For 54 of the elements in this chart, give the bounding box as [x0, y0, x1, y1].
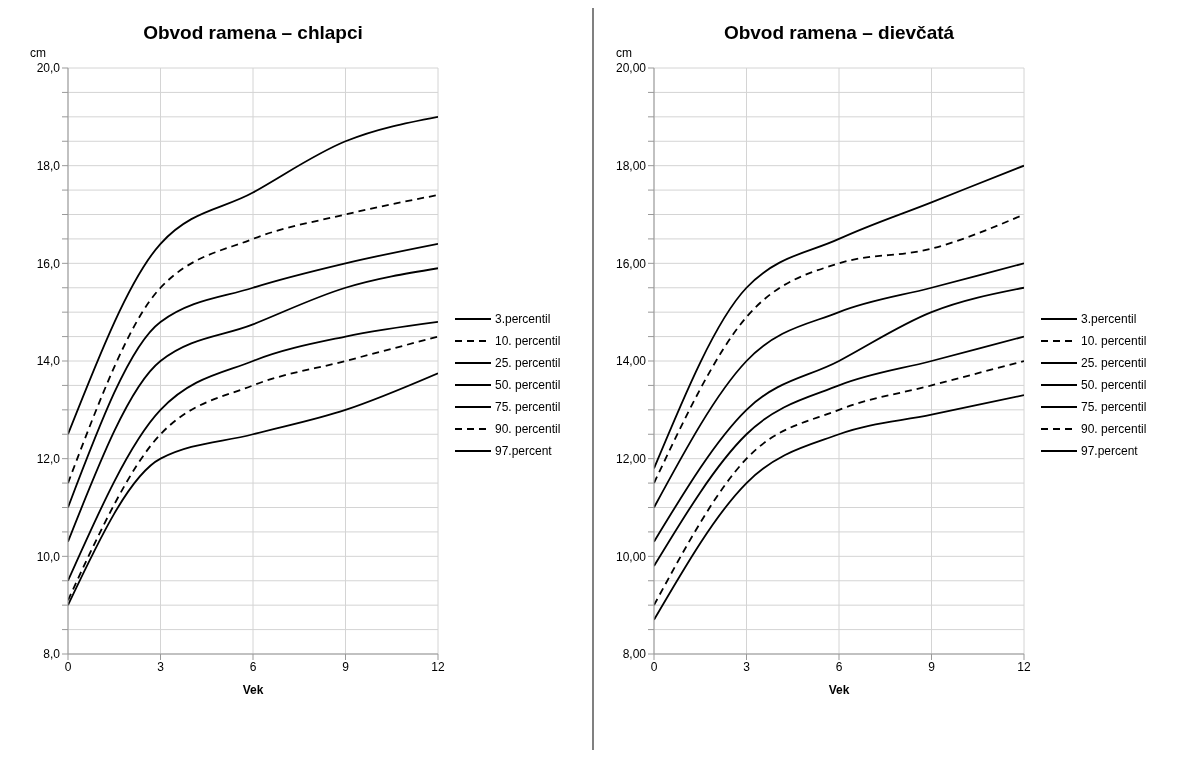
- y-tick-label: 18,00: [615, 158, 647, 173]
- legend-label: 25. percentil: [495, 356, 561, 370]
- y-tick-label: 10,0: [36, 549, 61, 564]
- legend-label: 75. percentil: [1081, 400, 1147, 414]
- line-series: [654, 164, 1024, 470]
- legend-label: 75. percentil: [495, 400, 561, 414]
- y-tick-label: 20,0: [36, 61, 61, 76]
- legend-label: 97.percent: [1081, 444, 1138, 458]
- x-axis-title: Vek: [828, 683, 850, 697]
- line-series: [68, 194, 438, 484]
- legend-label: 90. percentil: [495, 422, 561, 436]
- legend-label: 97.percent: [495, 444, 552, 458]
- y-tick-label: 16,00: [615, 256, 647, 271]
- x-tick-label: 9: [928, 659, 936, 674]
- y-tick-label: 12,00: [615, 451, 647, 466]
- legend-label: 3.percentil: [495, 312, 551, 326]
- legend-label: 50. percentil: [495, 378, 561, 392]
- line-series: [654, 360, 1024, 607]
- legend-label: 50. percentil: [1081, 378, 1147, 392]
- x-tick-label: 6: [249, 659, 257, 674]
- y-tick-label: 8,0: [43, 647, 61, 662]
- y-tick-label: 16,0: [36, 256, 61, 271]
- legend-label: 25. percentil: [1081, 356, 1147, 370]
- line-series: [654, 286, 1024, 543]
- y-axis-title: cm: [616, 46, 632, 60]
- y-tick-label: 10,00: [615, 549, 647, 564]
- y-tick-label: 18,0: [36, 158, 61, 173]
- chart-title: Obvod ramena – dievčatá: [722, 22, 956, 44]
- x-tick-label: 9: [342, 659, 350, 674]
- x-axis-title: Vek: [242, 683, 264, 697]
- x-tick-label: 0: [64, 659, 72, 674]
- line-series: [68, 242, 438, 509]
- chart-title: Obvod ramena – chlapci: [142, 22, 364, 44]
- y-tick-label: 14,00: [615, 354, 647, 369]
- y-tick-label: 12,0: [36, 451, 61, 466]
- line-series: [68, 115, 438, 436]
- line-series: [654, 335, 1024, 567]
- x-tick-label: 3: [743, 659, 751, 674]
- y-axis-title: cm: [30, 46, 46, 60]
- y-tick-label: 8,00: [622, 647, 647, 662]
- x-tick-label: 0: [650, 659, 658, 674]
- legend-label: 3.percentil: [1081, 312, 1137, 326]
- line-series: [654, 262, 1024, 509]
- x-tick-label: 6: [835, 659, 843, 674]
- legend-label: 90. percentil: [1081, 422, 1147, 436]
- legend-label: 10. percentil: [1081, 334, 1147, 348]
- x-tick-label: 3: [157, 659, 165, 674]
- line-series: [68, 267, 438, 543]
- y-tick-label: 14,0: [36, 354, 61, 369]
- legend-label: 10. percentil: [495, 334, 561, 348]
- x-tick-label: 12: [1017, 659, 1031, 674]
- y-tick-label: 20,00: [615, 61, 647, 76]
- line-series: [654, 394, 1024, 621]
- x-tick-label: 12: [431, 659, 445, 674]
